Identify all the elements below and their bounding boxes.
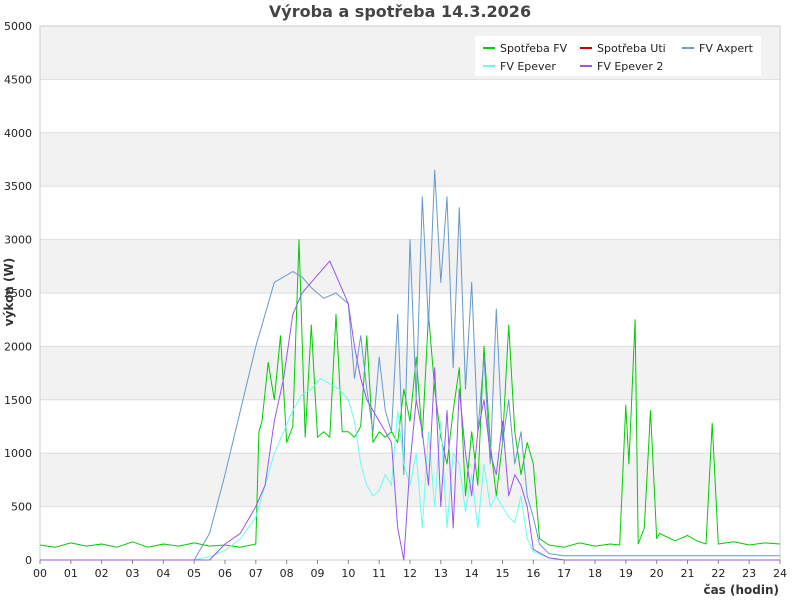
y-tick-label: 5000	[4, 20, 32, 33]
x-tick-label: 13	[434, 567, 448, 580]
x-tick-label: 14	[465, 567, 479, 580]
y-tick-label: 2000	[4, 340, 32, 353]
y-tick-label: 1000	[4, 447, 32, 460]
y-axis-ticks: 0 500 1000 1500 2000 2500 3000 3500 4000 4500 5000	[4, 20, 32, 567]
series-line-fv-epever	[40, 377, 780, 561]
x-tick-label: 17	[557, 567, 571, 580]
series-line-fv-epever-2	[40, 260, 780, 561]
y-tick-label: 4000	[4, 127, 32, 140]
x-tick-label: 15	[496, 567, 510, 580]
x-tick-label: 16	[526, 567, 540, 580]
legend-entry: Spotřeba FV	[500, 42, 568, 55]
x-tick-label: 09	[311, 567, 325, 580]
y-tick-label: 4500	[4, 73, 32, 86]
y-axis-label: výkon (W)	[2, 258, 16, 326]
x-tick-label: 11	[372, 567, 386, 580]
y-tick-label: 2500	[4, 287, 32, 300]
grid-band	[40, 346, 780, 400]
x-tick-label: 23	[742, 567, 756, 580]
x-tick-label: 04	[156, 567, 170, 580]
x-tick-label: 10	[341, 567, 355, 580]
grid-band	[40, 399, 780, 454]
grid-band	[40, 79, 780, 133]
x-tick-label: 02	[95, 567, 109, 580]
x-tick-label: 01	[64, 567, 78, 580]
grid-bands	[40, 26, 780, 560]
x-tick-label: 08	[280, 567, 294, 580]
y-tick-label: 0	[25, 554, 32, 567]
x-tick-label: 12	[403, 567, 417, 580]
x-tick-label: 24	[773, 567, 787, 580]
grid-band	[40, 132, 780, 187]
x-tick-label: 05	[187, 567, 201, 580]
y-tick-label: 500	[11, 501, 32, 514]
legend: Spotřeba FV Spotřeba Uti FV Axpert FV Epeve…	[475, 36, 761, 76]
grid-band	[40, 506, 780, 560]
legend-entry: FV Axpert	[699, 42, 754, 55]
grid-band	[40, 186, 780, 240]
x-tick-label: 19	[619, 567, 633, 580]
grid-band	[40, 293, 780, 347]
legend-entry: Spotřeba Uti	[597, 42, 666, 55]
x-tick-label: 07	[249, 567, 263, 580]
y-tick-label: 3500	[4, 180, 32, 193]
x-tick-label: 18	[588, 567, 602, 580]
series-layer	[39, 169, 781, 561]
legend-entry: FV Epever 2	[597, 60, 663, 73]
x-tick-label: 00	[33, 567, 47, 580]
x-axis-ticks: 00 01 02 03 04 05 06 07 08 09 10 11 12 13 14 15 16 17 18 19…	[33, 560, 787, 580]
x-tick-label: 03	[126, 567, 140, 580]
x-tick-label: 20	[650, 567, 664, 580]
legend-box	[475, 36, 761, 76]
legend-entry: FV Epever	[500, 60, 556, 73]
x-axis-label: čas (hodin)	[703, 583, 779, 597]
x-tick-label: 22	[711, 567, 725, 580]
y-tick-label: 3000	[4, 234, 32, 247]
x-tick-label: 06	[218, 567, 232, 580]
y-tick-label: 1500	[4, 394, 32, 407]
chart-title: Výroba a spotřeba 14.3.2026	[269, 2, 531, 21]
x-tick-label: 21	[681, 567, 695, 580]
